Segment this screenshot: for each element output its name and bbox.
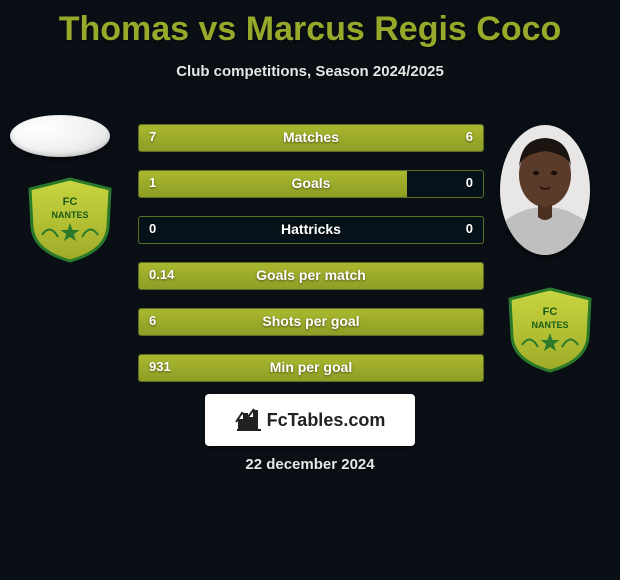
- stat-right-value: 0: [466, 221, 473, 236]
- stat-row: 931Min per goal: [138, 354, 484, 382]
- svg-text:FC: FC: [543, 306, 558, 318]
- stat-row: 7Matches6: [138, 124, 484, 152]
- stat-label: Hattricks: [139, 221, 483, 237]
- page-subtitle: Club competitions, Season 2024/2025: [0, 63, 620, 80]
- page-title: Thomas vs Marcus Regis Coco: [0, 0, 620, 49]
- date-text: 22 december 2024: [0, 456, 620, 473]
- brand-badge: FcTables.com: [205, 394, 415, 446]
- stat-label: Min per goal: [139, 359, 483, 375]
- brand-text: FcTables.com: [267, 410, 386, 431]
- svg-text:FC: FC: [63, 196, 78, 208]
- stat-label: Goals: [139, 175, 483, 191]
- stat-label: Shots per goal: [139, 313, 483, 329]
- svg-text:NANTES: NANTES: [531, 320, 568, 330]
- stats-bars: 7Matches61Goals00Hattricks00.14Goals per…: [138, 124, 484, 400]
- stat-right-value: 0: [466, 175, 473, 190]
- stat-row: 1Goals0: [138, 170, 484, 198]
- left-player-avatar: [10, 115, 110, 157]
- stat-right-value: 6: [466, 129, 473, 144]
- svg-text:NANTES: NANTES: [51, 210, 88, 220]
- stat-label: Goals per match: [139, 267, 483, 283]
- chart-icon: [235, 408, 261, 432]
- stat-row: 6Shots per goal: [138, 308, 484, 336]
- left-club-crest: FC NANTES: [20, 175, 120, 265]
- stat-row: 0Hattricks0: [138, 216, 484, 244]
- stat-row: 0.14Goals per match: [138, 262, 484, 290]
- right-club-crest: FC NANTES: [500, 285, 600, 375]
- stat-label: Matches: [139, 129, 483, 145]
- right-player-avatar: [500, 125, 590, 255]
